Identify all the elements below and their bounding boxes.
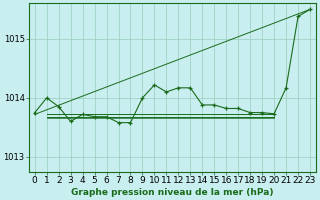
X-axis label: Graphe pression niveau de la mer (hPa): Graphe pression niveau de la mer (hPa) bbox=[71, 188, 274, 197]
